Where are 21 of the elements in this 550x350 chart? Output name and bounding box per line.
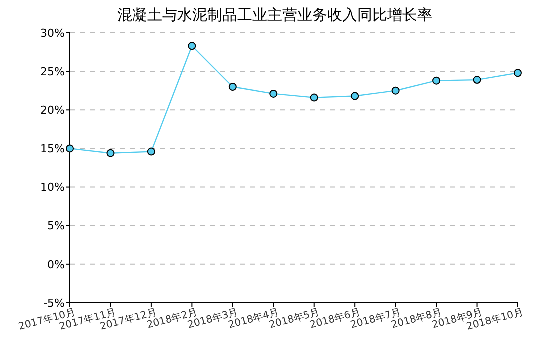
y-tick-label: 20%	[40, 104, 65, 117]
y-tick-label: -5%	[44, 296, 65, 310]
y-tick-label: 30%	[40, 26, 65, 40]
y-tick-label: 15%	[40, 142, 65, 156]
point	[147, 148, 156, 156]
point	[106, 149, 115, 158]
point	[66, 144, 74, 153]
point	[310, 94, 318, 102]
y-tick-label: 10%	[40, 181, 65, 194]
point	[514, 69, 522, 78]
y-tick-label: 25%	[40, 65, 65, 78]
y-tick-label: 5%	[48, 220, 65, 233]
point	[473, 76, 482, 84]
point	[432, 76, 441, 85]
point	[270, 90, 278, 98]
y-tick-label: 0%	[48, 258, 65, 272]
point	[351, 92, 360, 100]
chart-title: 混凝土与水泥制品工业主营业务收入同比增长率	[118, 6, 432, 24]
point	[228, 83, 237, 91]
point	[188, 42, 196, 50]
point	[392, 86, 400, 95]
